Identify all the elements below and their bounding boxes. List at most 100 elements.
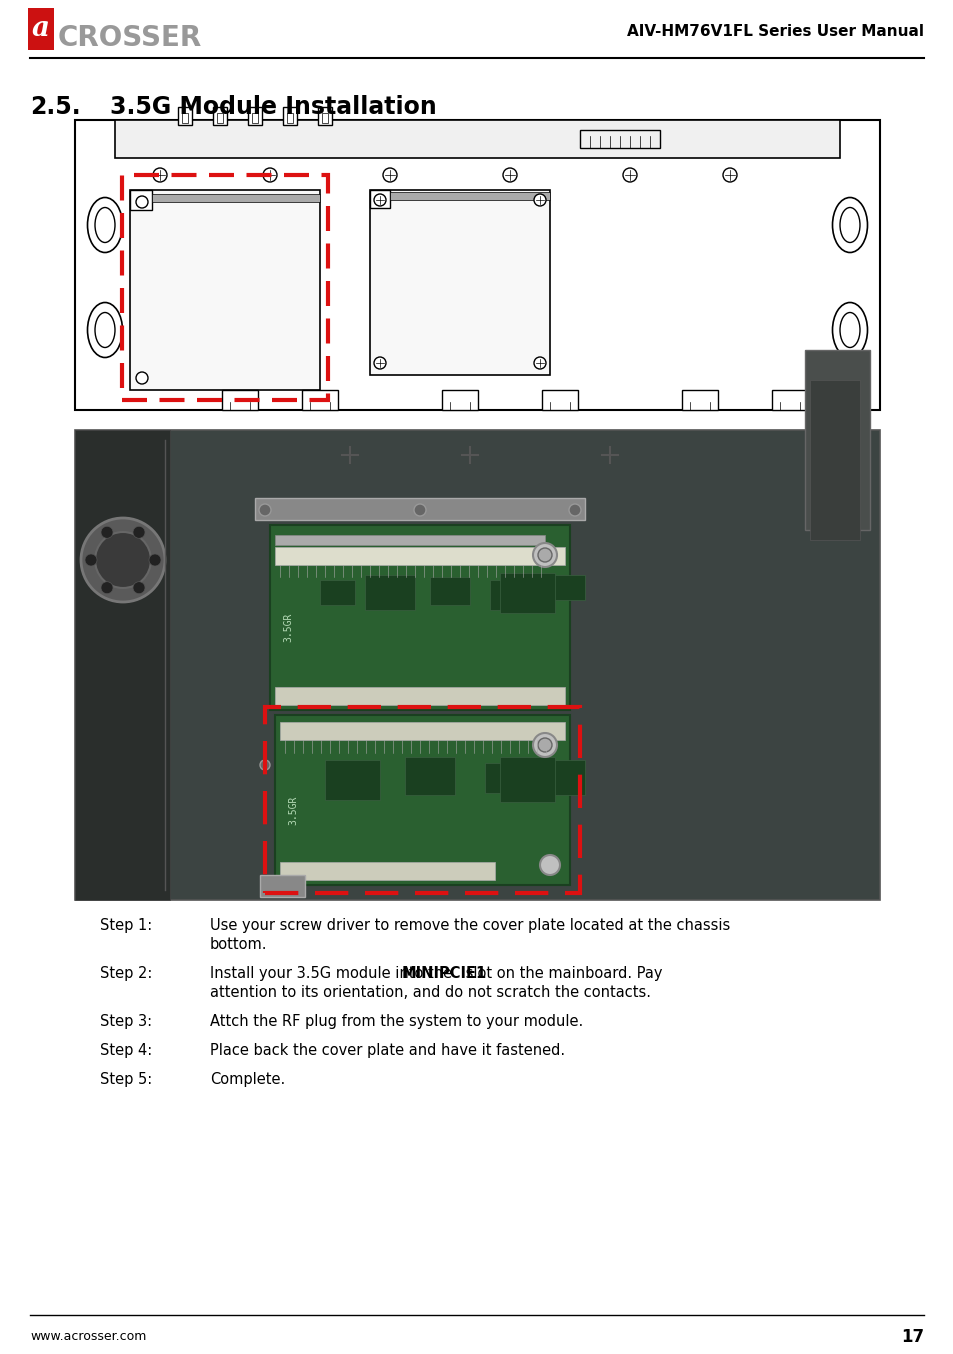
- Bar: [365, 575, 415, 611]
- Text: Place back the cover plate and have it fastened.: Place back the cover plate and have it f…: [210, 1043, 564, 1057]
- Bar: [499, 757, 555, 802]
- Ellipse shape: [840, 313, 859, 348]
- Bar: [499, 573, 555, 613]
- Text: Step 2:: Step 2:: [100, 965, 152, 982]
- Circle shape: [81, 519, 165, 603]
- Bar: [274, 715, 569, 886]
- Bar: [325, 760, 379, 800]
- Circle shape: [136, 372, 148, 385]
- Bar: [809, 380, 859, 540]
- Bar: [319, 580, 355, 605]
- Bar: [222, 390, 257, 410]
- Bar: [130, 190, 152, 210]
- Bar: [317, 107, 332, 125]
- Circle shape: [149, 554, 161, 566]
- Bar: [539, 760, 584, 795]
- Bar: [130, 190, 319, 390]
- Bar: [430, 577, 470, 605]
- Text: Step 5:: Step 5:: [100, 1072, 152, 1087]
- Text: slot on the mainboard. Pay: slot on the mainboard. Pay: [460, 965, 661, 982]
- Text: 3.5G Module Installation: 3.5G Module Installation: [110, 95, 436, 119]
- Bar: [254, 498, 584, 520]
- Circle shape: [101, 527, 112, 539]
- Text: attention to its orientation, and do not scratch the contacts.: attention to its orientation, and do not…: [210, 984, 650, 1001]
- Circle shape: [263, 168, 276, 181]
- Text: Install your 3.5G module into the: Install your 3.5G module into the: [210, 965, 456, 982]
- Bar: [75, 431, 879, 900]
- Bar: [260, 875, 305, 896]
- Ellipse shape: [95, 207, 115, 242]
- Circle shape: [534, 357, 545, 370]
- Circle shape: [101, 582, 112, 593]
- Bar: [280, 722, 564, 741]
- Bar: [182, 112, 188, 123]
- Circle shape: [95, 532, 151, 588]
- Circle shape: [85, 554, 97, 566]
- Circle shape: [722, 168, 737, 181]
- Text: Complete.: Complete.: [210, 1072, 285, 1087]
- Bar: [252, 112, 257, 123]
- Bar: [280, 862, 495, 880]
- Ellipse shape: [95, 313, 115, 348]
- Circle shape: [568, 504, 580, 516]
- Ellipse shape: [832, 302, 866, 357]
- Bar: [579, 130, 659, 148]
- Bar: [681, 390, 718, 410]
- Text: Step 3:: Step 3:: [100, 1014, 152, 1029]
- Circle shape: [622, 168, 637, 181]
- Text: AIV-HM76V1FL Series User Manual: AIV-HM76V1FL Series User Manual: [626, 24, 923, 39]
- Circle shape: [534, 194, 545, 206]
- Bar: [274, 535, 544, 546]
- Bar: [75, 431, 170, 900]
- Bar: [804, 349, 869, 529]
- Text: 3.5GR: 3.5GR: [283, 612, 293, 642]
- Bar: [390, 192, 550, 200]
- Bar: [283, 107, 296, 125]
- Circle shape: [382, 168, 396, 181]
- Bar: [248, 107, 262, 125]
- Circle shape: [539, 854, 559, 875]
- Circle shape: [136, 196, 148, 209]
- Bar: [75, 121, 879, 410]
- Bar: [441, 390, 477, 410]
- Circle shape: [258, 504, 271, 516]
- Bar: [122, 175, 328, 399]
- Circle shape: [152, 168, 167, 181]
- Bar: [302, 390, 337, 410]
- Text: 3.5GR: 3.5GR: [288, 795, 297, 825]
- Bar: [405, 757, 455, 795]
- Text: 17: 17: [900, 1328, 923, 1346]
- Circle shape: [374, 357, 386, 370]
- Bar: [370, 190, 550, 375]
- Bar: [370, 190, 390, 209]
- Text: CROSSER: CROSSER: [58, 24, 202, 51]
- Circle shape: [132, 582, 145, 593]
- Bar: [550, 575, 584, 600]
- Bar: [274, 686, 564, 705]
- Circle shape: [502, 168, 517, 181]
- Circle shape: [414, 504, 426, 516]
- Circle shape: [374, 194, 386, 206]
- Bar: [274, 547, 564, 565]
- Bar: [771, 390, 807, 410]
- Text: bottom.: bottom.: [210, 937, 267, 952]
- Circle shape: [533, 733, 557, 757]
- Circle shape: [260, 760, 270, 770]
- Text: Attch the RF plug from the system to your module.: Attch the RF plug from the system to you…: [210, 1014, 582, 1029]
- Bar: [213, 107, 227, 125]
- Ellipse shape: [88, 198, 122, 252]
- Bar: [152, 194, 319, 202]
- Text: Use your screw driver to remove the cover plate located at the chassis: Use your screw driver to remove the cove…: [210, 918, 729, 933]
- Ellipse shape: [88, 302, 122, 357]
- Bar: [265, 707, 579, 894]
- Bar: [115, 121, 840, 158]
- Text: www.acrosser.com: www.acrosser.com: [30, 1331, 146, 1343]
- Text: a: a: [32, 15, 50, 42]
- Circle shape: [132, 527, 145, 539]
- Text: MINIPCIE1: MINIPCIE1: [401, 965, 487, 982]
- Circle shape: [537, 548, 552, 562]
- Text: Step 1:: Step 1:: [100, 918, 152, 933]
- Bar: [178, 107, 192, 125]
- Bar: [541, 390, 578, 410]
- Ellipse shape: [832, 198, 866, 252]
